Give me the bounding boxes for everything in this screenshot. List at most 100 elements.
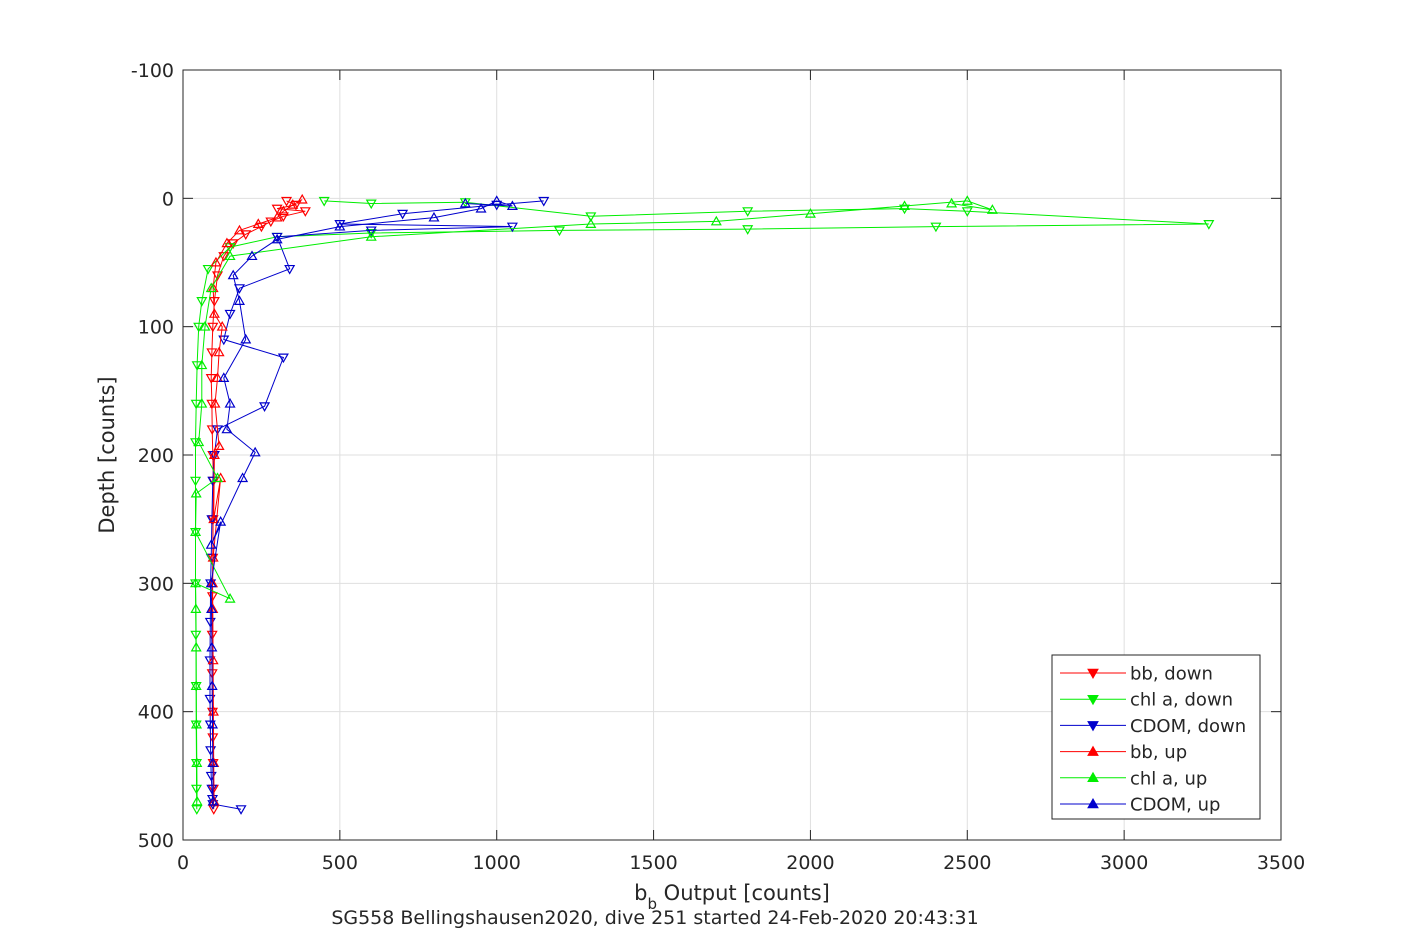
- legend-label: chl a, down: [1130, 690, 1233, 711]
- legend-label: bb, down: [1130, 664, 1213, 685]
- data-point-marker: [233, 284, 246, 294]
- data-point-marker: [206, 603, 218, 613]
- data-point-marker: [804, 208, 816, 218]
- legend-marker: [1087, 771, 1099, 783]
- legend-item: bb, down: [1060, 664, 1213, 685]
- legend-marker: [1087, 694, 1099, 706]
- data-point-marker: [205, 282, 217, 293]
- x-tick-label: 3500: [1257, 852, 1305, 874]
- data-point-marker: [287, 199, 299, 209]
- legend-label: CDOM, down: [1130, 716, 1246, 737]
- data-point-marker: [742, 225, 754, 235]
- series-group: [205, 195, 518, 806]
- data-point-marker: [211, 271, 224, 282]
- data-point-marker: [211, 472, 224, 483]
- x-tick-label: 3000: [1100, 852, 1148, 874]
- y-tick-label: 300: [138, 573, 174, 595]
- x-tick-label: 0: [177, 852, 189, 874]
- data-point-marker: [193, 322, 205, 333]
- legend-marker: [1087, 797, 1099, 809]
- y-tick-label: 500: [138, 830, 174, 852]
- data-point-marker: [585, 218, 597, 228]
- series-line: [194, 200, 993, 802]
- data-point-marker: [334, 220, 346, 231]
- data-point-marker: [208, 308, 220, 318]
- legend-label: CDOM, up: [1130, 795, 1220, 816]
- data-point-marker: [710, 215, 722, 226]
- series-line: [210, 200, 513, 802]
- data-point-marker: [271, 232, 283, 243]
- data-point-marker: [930, 222, 942, 233]
- x-tick-label: 2500: [943, 852, 991, 874]
- data-point-marker: [211, 372, 224, 382]
- data-point-marker: [190, 680, 202, 690]
- x-axis-label: bb Output [counts]: [634, 881, 830, 913]
- data-point-marker: [199, 320, 211, 331]
- data-point-marker: [506, 200, 518, 211]
- data-point-marker: [216, 320, 228, 331]
- y-axis-label: Depth [counts]: [95, 376, 119, 533]
- data-point-marker: [1203, 220, 1215, 230]
- x-axis-label-rest: Output [counts]: [657, 881, 830, 905]
- data-point-marker: [190, 718, 203, 729]
- data-point-marker: [208, 449, 220, 459]
- data-point-marker: [299, 207, 311, 217]
- data-point-marker: [210, 256, 222, 267]
- data-point-marker: [397, 209, 409, 220]
- data-point-marker: [206, 515, 218, 525]
- data-point-marker: [277, 205, 289, 216]
- data-point-marker: [206, 680, 218, 690]
- legend-marker: [1087, 721, 1099, 732]
- data-point-marker: [227, 269, 239, 280]
- series-group: [190, 195, 998, 806]
- data-point-marker: [475, 202, 487, 213]
- data-point-marker: [206, 399, 218, 410]
- y-tick-label: 100: [138, 317, 174, 339]
- data-point-marker: [233, 224, 246, 235]
- legend-item: CDOM, down: [1060, 716, 1246, 737]
- data-point-marker: [224, 397, 236, 408]
- data-point-marker: [240, 230, 252, 240]
- data-point-marker: [538, 196, 550, 207]
- data-point-marker: [271, 204, 283, 215]
- data-point-marker: [191, 757, 203, 767]
- data-point-marker: [252, 218, 264, 228]
- legend-item: chl a, down: [1060, 690, 1233, 711]
- data-point-marker: [946, 197, 958, 208]
- data-point-marker: [284, 264, 296, 275]
- data-point-marker: [506, 222, 518, 233]
- data-point-marker: [986, 204, 998, 214]
- data-point-marker: [190, 487, 202, 498]
- data-point-marker: [334, 220, 346, 230]
- legend-label: bb, up: [1130, 742, 1187, 763]
- data-point-marker: [206, 425, 218, 436]
- legend-item: chl a, up: [1060, 768, 1207, 789]
- data-point-marker: [207, 705, 219, 716]
- data-point-marker: [205, 374, 217, 384]
- data-point-marker: [233, 295, 246, 305]
- data-point-marker: [218, 335, 230, 346]
- y-tick-label: -100: [131, 60, 174, 82]
- x-axis-label-main: b: [634, 881, 647, 905]
- legend-label: chl a, up: [1130, 768, 1207, 789]
- data-point-marker: [206, 718, 219, 729]
- data-point-marker: [240, 333, 252, 344]
- data-point-marker: [961, 207, 973, 217]
- legend-marker: [1087, 745, 1099, 756]
- data-point-marker: [190, 641, 202, 652]
- series-group: [206, 193, 308, 806]
- legend-item: bb, up: [1060, 742, 1187, 763]
- data-point-marker: [206, 641, 218, 652]
- data-point-marker: [961, 195, 973, 205]
- ticks: 0 500 1000 1500 2000 2500 3000 3500-10001002003…: [131, 60, 1305, 874]
- data-point-marker: [553, 226, 565, 237]
- series-layer: [190, 193, 1215, 815]
- data-point-marker: [365, 226, 377, 237]
- data-point-marker: [459, 197, 471, 208]
- data-point-marker: [215, 516, 227, 526]
- y-tick-label: 400: [138, 702, 174, 724]
- x-tick-label: 1500: [629, 852, 677, 874]
- data-point-marker: [196, 359, 208, 370]
- data-point-marker: [899, 200, 911, 211]
